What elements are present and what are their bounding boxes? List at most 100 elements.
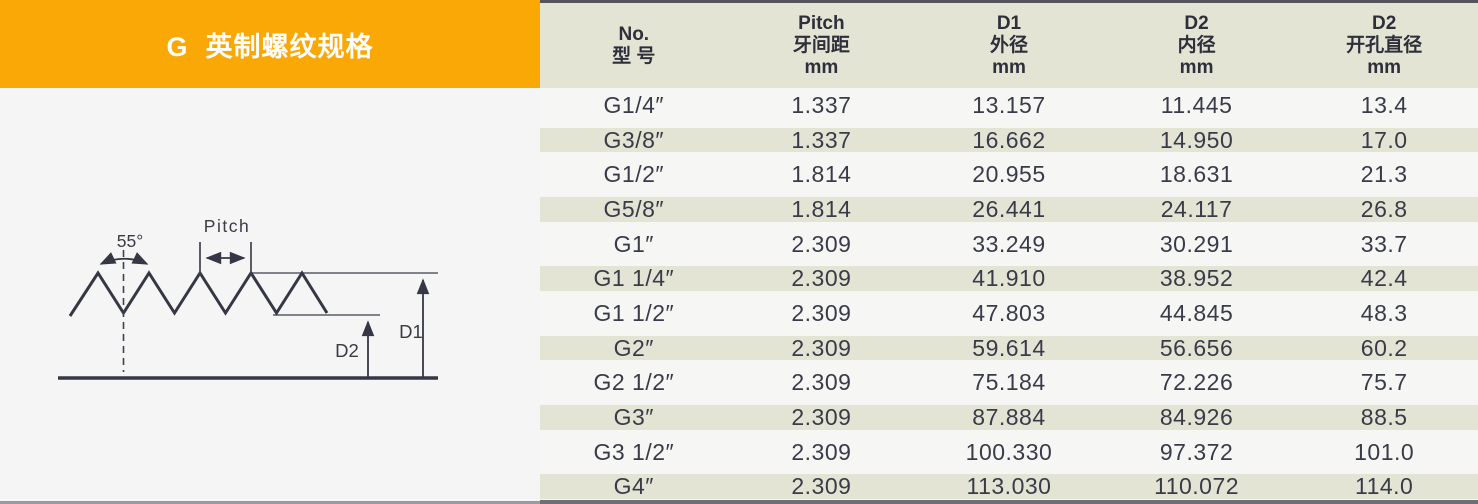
- table-row-G3″: G3″ 2.309 87.884 84.926 88.5: [540, 400, 1478, 435]
- column-header-line: mm: [804, 56, 839, 78]
- cell: 59.614: [972, 334, 1046, 361]
- column-header-2: D1 外径 mm: [915, 3, 1103, 88]
- cell: 56.656: [1159, 334, 1234, 361]
- cell: 42.4: [1360, 265, 1408, 292]
- column-header-3: D2 内径 mm: [1103, 3, 1291, 88]
- cell: 2.309: [791, 369, 852, 396]
- cell: 17.0: [1360, 126, 1408, 153]
- angle-label: 55°: [117, 231, 143, 251]
- cell: 13.4: [1360, 91, 1408, 118]
- cell: G4″: [613, 473, 654, 500]
- cell: 97.372: [1159, 438, 1234, 465]
- column-header-line: D1: [996, 12, 1022, 34]
- cell: 1.337: [791, 91, 852, 118]
- column-header-line: 开孔直径: [1346, 34, 1423, 56]
- angle-arc: [99, 252, 149, 265]
- pitch-label: Pitch: [204, 216, 250, 236]
- cell: 48.3: [1360, 299, 1408, 326]
- cell: 14.950: [1159, 126, 1234, 153]
- cell: 13.157: [972, 91, 1046, 118]
- cell: 26.441: [972, 195, 1046, 222]
- cell: 33.7: [1360, 230, 1408, 257]
- cell: 2.309: [791, 473, 852, 500]
- cell: 72.226: [1159, 369, 1234, 396]
- cell: 2.309: [791, 334, 852, 361]
- column-header-line: mm: [1179, 56, 1214, 78]
- column-header-0: No. 型 号: [540, 3, 728, 88]
- cell: 84.926: [1159, 403, 1234, 430]
- cell: 47.803: [972, 299, 1046, 326]
- table-row-G3 1/2″: G3 1/2″ 2.309 100.330 97.372 101.0: [540, 435, 1478, 470]
- cell: 75.184: [972, 369, 1046, 396]
- cell: G2 1/2″: [593, 369, 675, 396]
- table-header-row: No. 型 号 Pitch 牙间距 mm D1 外径 mm D2 内径 mm D2 开孔直径 mm: [540, 3, 1478, 88]
- cell: 21.3: [1360, 161, 1408, 188]
- cell: 114.0: [1354, 473, 1414, 500]
- column-header-line: 型 号: [612, 45, 656, 67]
- cell: 2.309: [791, 403, 852, 430]
- cell: G1/4″: [603, 91, 665, 118]
- page-bottom-rule-left: [0, 501, 540, 504]
- section-banner: G 英制螺纹规格: [0, 0, 540, 88]
- column-header-line: No.: [618, 23, 650, 45]
- column-header-line: 内径: [1177, 34, 1216, 56]
- cell: 26.8: [1360, 195, 1408, 222]
- cell: 16.662: [972, 126, 1046, 153]
- table-row-G2 1/2″: G2 1/2″ 2.309 75.184 72.226 75.7: [540, 365, 1478, 400]
- column-header-line: 牙间距: [792, 34, 850, 56]
- column-header-4: D2 开孔直径 mm: [1290, 3, 1478, 88]
- column-header-line: mm: [1367, 56, 1402, 78]
- cell: 113.030: [966, 473, 1052, 500]
- cell: G5/8″: [603, 195, 665, 222]
- cell: 44.845: [1159, 299, 1234, 326]
- cell: G3″: [613, 403, 654, 430]
- cell: G1/2″: [603, 161, 665, 188]
- cell: 1.814: [791, 161, 852, 188]
- d2-label: D2: [335, 340, 359, 361]
- cell: 30.291: [1159, 230, 1234, 257]
- table-row-G1 1/2″: G1 1/2″ 2.309 47.803 44.845 48.3: [540, 296, 1478, 331]
- column-header-line: Pitch: [798, 12, 845, 34]
- cell: 87.884: [972, 403, 1046, 430]
- cell: 38.952: [1159, 265, 1234, 292]
- table-body: G1/4″ 1.337 13.157 11.445 13.4 G3/8″ 1.337 16.6…: [540, 88, 1478, 504]
- cell: 88.5: [1360, 403, 1408, 430]
- column-header-line: D2: [1372, 12, 1397, 34]
- section-title: G 英制螺纹规格: [166, 31, 374, 62]
- cell: 101.0: [1354, 438, 1415, 465]
- cell: 1.337: [791, 126, 852, 153]
- cell: 11.445: [1160, 91, 1233, 118]
- cell: G3 1/2″: [593, 438, 675, 465]
- cell: 2.309: [791, 265, 852, 292]
- table-row-G1″: G1″ 2.309 33.249 30.291 33.7: [540, 227, 1478, 262]
- cell: 2.309: [791, 438, 852, 465]
- table-row-G2″: G2″ 2.309 59.614 56.656 60.2: [540, 330, 1478, 366]
- table-row-G5/8″: G5/8″ 1.814 26.441 24.117 26.8: [540, 192, 1478, 227]
- column-header-line: 外径: [989, 34, 1028, 56]
- column-header-line: D2: [1184, 12, 1209, 34]
- d1-label: D1: [399, 321, 423, 342]
- cell: 75.7: [1360, 369, 1408, 396]
- cell: 20.955: [972, 161, 1046, 188]
- thread-profile-diagram: 55° Pitch D2 D1: [58, 216, 438, 380]
- table-bottom-rule: [540, 500, 1478, 504]
- column-header-line: mm: [992, 56, 1026, 78]
- spec-table: No. 型 号 Pitch 牙间距 mm D1 外径 mm D2 内径 mm D2 开孔直径 mm G1/…: [540, 0, 1478, 504]
- cell: G1 1/2″: [593, 299, 675, 326]
- cell: 2.309: [791, 230, 852, 257]
- cell: 2.309: [791, 299, 852, 326]
- cell: 1.814: [791, 195, 852, 222]
- cell: G1″: [613, 230, 654, 257]
- cell: 18.631: [1159, 161, 1234, 188]
- cell: 33.249: [972, 230, 1046, 257]
- cell: 24.117: [1160, 195, 1233, 222]
- table-row-G1/2″: G1/2″ 1.814 20.955 18.631 21.3: [540, 157, 1478, 192]
- table-row-G1 1/4″: G1 1/4″ 2.309 41.910 38.952 42.4: [540, 261, 1478, 297]
- table-row-G1/4″: G1/4″ 1.337 13.157 11.445 13.4: [540, 88, 1478, 123]
- cell: 100.330: [965, 438, 1053, 465]
- thread-zigzag: [68, 270, 329, 317]
- cell: G3/8″: [603, 126, 665, 153]
- table-row-G3/8″: G3/8″ 1.337 16.662 14.950 17.0: [540, 122, 1478, 158]
- cell: 110.072: [1154, 473, 1240, 500]
